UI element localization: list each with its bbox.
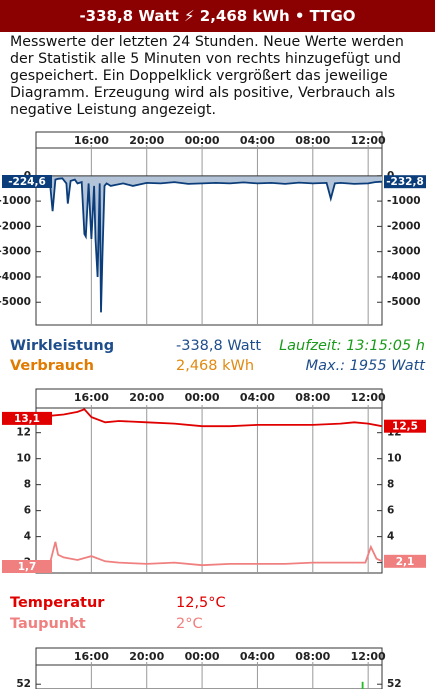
x-tick-label: 04:00 (240, 134, 275, 147)
x-tick-label: 20:00 (129, 391, 164, 404)
description: Messwerte der letzten 24 Stunden. Neue W… (10, 34, 404, 118)
chart-frame (35, 131, 383, 326)
value-badge-label: -232,8 (386, 176, 424, 188)
reading-label: Verbrauch (10, 358, 94, 374)
x-tick-label: 00:00 (185, 391, 220, 404)
y-tick-label: -3000 (0, 246, 31, 258)
x-tick-label: 08:00 (295, 391, 330, 404)
value-badge-label: 12,5 (392, 421, 418, 433)
reading-info: Max.: 1955 Watt (306, 358, 427, 374)
x-tick-label: 16:00 (74, 134, 109, 147)
x-tick-label: 12:00 (351, 134, 386, 147)
value-badge (384, 419, 426, 433)
line (37, 408, 383, 428)
x-tick-label: 00:00 (185, 650, 220, 663)
y-tick-label: 4 (24, 531, 31, 543)
value-badge (384, 175, 426, 189)
reading-value: 2°C (176, 616, 203, 632)
value-badge-label: 13,1 (14, 413, 40, 425)
reading-label: Taupunkt (10, 616, 86, 632)
x-tick-label: 08:00 (295, 134, 330, 147)
y-tick-label: 12 (16, 427, 31, 439)
y-tick-label: 6 (24, 505, 31, 517)
y-tick-label: -3000 (387, 246, 421, 258)
value-badge-label: -224,6 (8, 176, 46, 188)
x-tick-label: 16:00 (74, 391, 109, 404)
x-tick-label: 16:00 (74, 650, 109, 663)
y-tick-label: 10 (387, 453, 402, 465)
value-badge (2, 411, 52, 425)
x-tick-label: 04:00 (240, 391, 275, 404)
x-tick-label: 20:00 (129, 134, 164, 147)
chart-frame (35, 647, 383, 689)
x-tick-label: 20:00 (129, 650, 164, 663)
x-tick-label: 12:00 (351, 391, 386, 404)
line (37, 541, 383, 568)
x-tick-label: 12:00 (351, 650, 386, 663)
y-tick-label: 8 (24, 479, 31, 491)
x-tick-label: 08:00 (295, 650, 330, 663)
value-badge-label: 2,1 (396, 556, 415, 568)
y-tick-label: -5000 (387, 296, 421, 308)
y-tick-label: -2000 (0, 220, 31, 232)
value-badge (2, 560, 52, 574)
y-tick-label: -1000 (0, 195, 31, 207)
header-bar: -338,8 Watt ⚡ 2,468 kWh • TTGO (0, 0, 435, 32)
y-tick-label: 4 (387, 531, 394, 543)
line (37, 177, 383, 313)
y-tick-label: 8 (387, 479, 394, 491)
reading-info: Laufzeit: 13:15:05 h (279, 338, 425, 354)
y-tick-label: -2000 (387, 220, 421, 232)
chart-frame (35, 388, 383, 574)
y-tick-label: 52 (387, 678, 402, 689)
y-tick-label: 52 (16, 678, 31, 689)
y-tick-label: 6 (387, 505, 394, 517)
reading-label: Wirkleistung (10, 338, 114, 354)
value-badge-label: 1,7 (18, 561, 37, 573)
reading-value: 12,5°C (176, 595, 226, 611)
reading-value: -338,8 Watt (176, 338, 261, 354)
y-tick-label: -1000 (387, 195, 421, 207)
value-badge (384, 554, 426, 568)
x-tick-label: 04:00 (240, 650, 275, 663)
reading-label: Temperatur (10, 595, 105, 611)
value-badge (2, 174, 52, 188)
reading-value: 2,468 kWh (176, 358, 254, 374)
y-tick-label: 10 (16, 453, 31, 465)
y-tick-label: -5000 (0, 296, 31, 308)
y-tick-label: -4000 (387, 271, 421, 283)
x-tick-label: 00:00 (185, 134, 220, 147)
y-tick-label: -4000 (0, 271, 31, 283)
